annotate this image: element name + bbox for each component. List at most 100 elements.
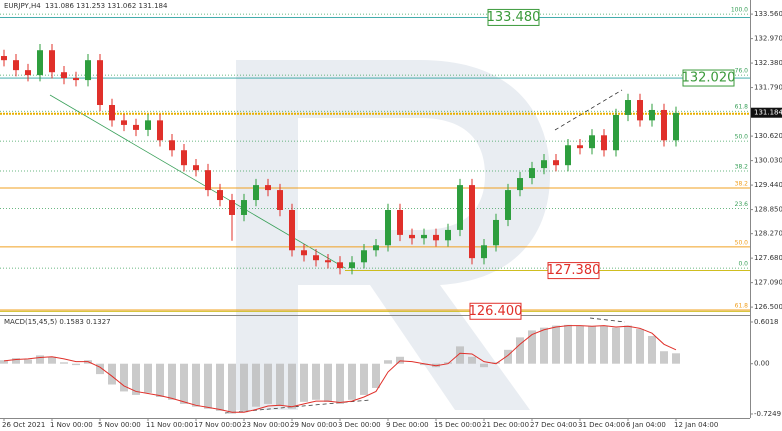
fib-label: 100.0 bbox=[731, 7, 748, 14]
fib-label: 50.0 bbox=[735, 134, 749, 141]
macd-bar bbox=[396, 356, 404, 364]
y-tick-label: 127.680 bbox=[754, 254, 782, 262]
candle bbox=[13, 60, 19, 71]
candle bbox=[637, 100, 643, 121]
x-tick-label: 15 Dec 00:00 bbox=[434, 421, 481, 429]
macd-bar bbox=[252, 363, 260, 407]
macd-bar bbox=[456, 346, 464, 364]
macd-bar bbox=[216, 363, 224, 411]
candle bbox=[97, 60, 103, 105]
ohlc: 131.086 131.253 131.062 131.184 bbox=[45, 2, 168, 10]
macd-bar bbox=[96, 363, 104, 375]
x-tick-label: 12 Jan 04:00 bbox=[674, 421, 718, 429]
macd-bar bbox=[168, 363, 176, 400]
candle bbox=[565, 145, 571, 166]
candle bbox=[37, 50, 43, 76]
candle bbox=[25, 70, 31, 76]
candle bbox=[457, 185, 463, 230]
fib-label: 38.2 bbox=[735, 181, 749, 188]
macd-bar bbox=[672, 353, 680, 364]
candle bbox=[625, 100, 631, 115]
macd-bar bbox=[624, 325, 632, 364]
macd-bar bbox=[264, 363, 272, 404]
candle bbox=[577, 145, 583, 149]
macd-bar bbox=[336, 363, 344, 404]
x-tick-label: 1 Nov 00:00 bbox=[50, 421, 93, 429]
x-tick-label: 6 Jan 04:00 bbox=[626, 421, 666, 429]
candle bbox=[649, 109, 655, 121]
macd-bar bbox=[144, 363, 152, 393]
fib-label: 38.2 bbox=[735, 163, 749, 170]
candle bbox=[409, 234, 415, 239]
candle bbox=[433, 234, 439, 241]
target-box bbox=[487, 8, 540, 26]
fib-label: 76.0 bbox=[735, 68, 749, 75]
candle bbox=[49, 50, 55, 73]
y-tick-label: 129.440 bbox=[754, 181, 782, 189]
y-tick-label: 0.00 bbox=[754, 360, 770, 368]
x-tick-label: 31 Dec 04:00 bbox=[578, 421, 625, 429]
macd-bar bbox=[588, 326, 596, 364]
target-box bbox=[469, 302, 522, 320]
macd-bar bbox=[72, 363, 80, 366]
candle bbox=[193, 165, 199, 171]
macd-bar bbox=[600, 325, 608, 364]
macd-bar bbox=[24, 359, 32, 364]
y-tick-label: 130.620 bbox=[754, 132, 782, 140]
candle bbox=[481, 245, 487, 259]
fib-label: 50.0 bbox=[735, 239, 749, 246]
target-label: 127.380 bbox=[547, 263, 601, 278]
candle bbox=[289, 210, 295, 251]
x-tick-label: 29 Nov 00:00 bbox=[290, 421, 337, 429]
price-label: 131.184 bbox=[754, 109, 782, 117]
macd-bar bbox=[288, 363, 296, 409]
x-tick-label: 17 Nov 00:00 bbox=[194, 421, 241, 429]
macd-bar bbox=[12, 358, 20, 364]
candle bbox=[133, 124, 139, 130]
candle bbox=[157, 120, 163, 141]
macd-bar bbox=[564, 324, 572, 364]
y-tick-label: 132.970 bbox=[754, 35, 782, 43]
candle bbox=[553, 160, 559, 166]
y-tick-label: 128.270 bbox=[754, 230, 782, 238]
macd-bar bbox=[300, 363, 308, 402]
target-label: 133.480 bbox=[487, 10, 541, 25]
x-tick-label: 27 Dec 04:00 bbox=[530, 421, 577, 429]
y-tick-label: 0.6018 bbox=[754, 318, 779, 326]
macd-bar bbox=[492, 362, 500, 364]
candle bbox=[421, 234, 427, 239]
candle bbox=[349, 262, 355, 269]
candle bbox=[613, 114, 619, 151]
fib-label: 0.0 bbox=[738, 261, 748, 268]
target-label: 126.400 bbox=[469, 304, 523, 319]
trend-line bbox=[49, 94, 346, 269]
trend-line bbox=[554, 89, 623, 131]
y-tick-label: 130.030 bbox=[754, 157, 782, 165]
candle bbox=[361, 250, 367, 263]
macd-bar bbox=[180, 363, 188, 404]
x-tick-label: 3 Dec 00:00 bbox=[338, 421, 381, 429]
candle bbox=[313, 255, 319, 261]
signal-line bbox=[3, 325, 677, 413]
macd-bar bbox=[552, 325, 560, 364]
fib-label: 23.6 bbox=[735, 201, 749, 208]
candle bbox=[325, 260, 331, 263]
candle bbox=[121, 120, 127, 125]
macd-bar bbox=[576, 325, 584, 364]
macd-bar bbox=[540, 327, 548, 364]
candle bbox=[445, 229, 451, 241]
macd-bar bbox=[0, 360, 8, 364]
macd-bar bbox=[204, 363, 212, 409]
fib-label: 61.8 bbox=[735, 104, 749, 111]
y-tick-label: 131.790 bbox=[754, 84, 782, 92]
candle bbox=[505, 190, 511, 220]
macd-bar bbox=[360, 363, 368, 395]
symbol: EURJPY,H4 bbox=[4, 2, 41, 10]
candle bbox=[517, 178, 523, 191]
macd-bar bbox=[468, 356, 476, 364]
candle bbox=[61, 72, 67, 79]
macd-bar bbox=[348, 363, 356, 400]
macd-bar bbox=[240, 363, 248, 413]
target-label: 132.020 bbox=[682, 71, 736, 86]
